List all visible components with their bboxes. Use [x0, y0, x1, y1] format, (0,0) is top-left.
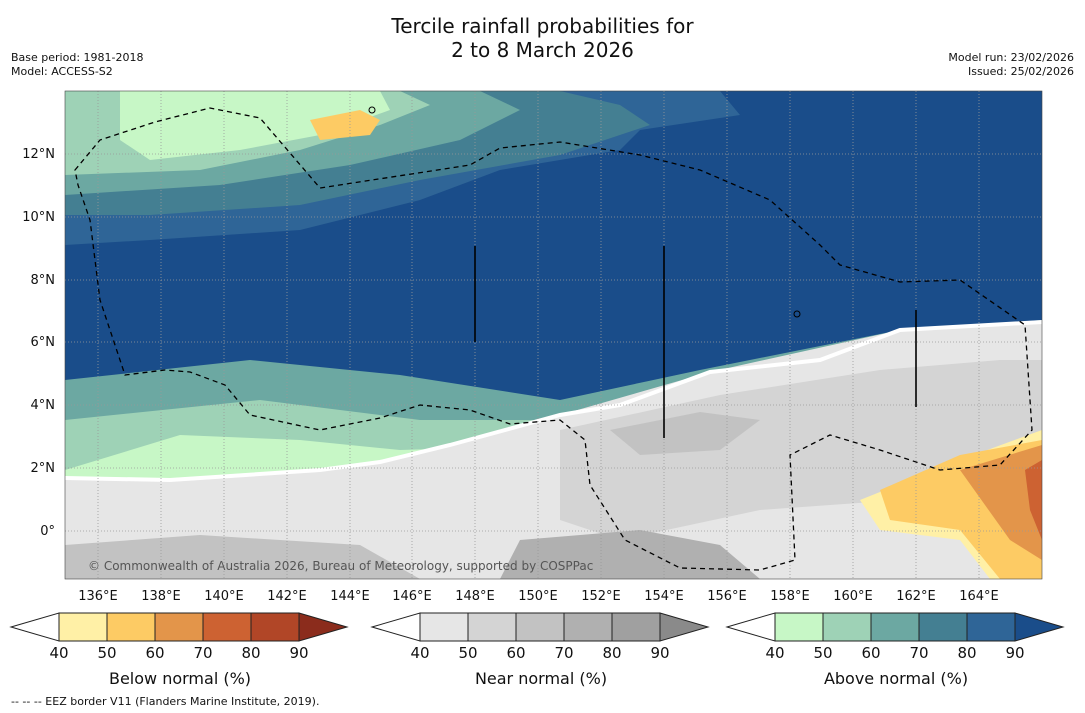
near-70-patch	[500, 530, 760, 579]
lon-label: 150°E	[518, 589, 558, 604]
lon-label: 154°E	[644, 589, 684, 604]
lon-label: 156°E	[707, 589, 747, 604]
colorbar-tick: 50	[97, 644, 117, 662]
below-50-patch-north	[310, 110, 380, 140]
model-name: Model: ACCESS-S2	[11, 65, 113, 78]
island-marker	[368, 106, 376, 114]
lat-label: 0°	[40, 524, 55, 539]
colorbar-cell	[467, 612, 517, 642]
colorbar-tick: 80	[602, 644, 622, 662]
colorbar-tick: 40	[410, 644, 430, 662]
below-60-region	[960, 445, 1042, 560]
model-run: Model run: 23/02/2026	[948, 51, 1074, 64]
colorbar-tick: 50	[813, 644, 833, 662]
lon-label: 148°E	[455, 589, 495, 604]
above-normal-label: Above normal (%)	[823, 669, 969, 688]
colorbar-max-arrow	[659, 612, 710, 642]
colorbar-tick: 70	[193, 644, 213, 662]
colorbar-min-arrow	[370, 612, 421, 642]
near-60-patch	[610, 412, 760, 455]
base-period: Base period: 1981-2018	[11, 51, 144, 64]
lat-label: 6°N	[31, 335, 56, 350]
tercile-boundary	[65, 320, 1042, 483]
colorbar-min-arrow	[9, 612, 60, 642]
below-normal-label: Below normal (%)	[108, 669, 252, 688]
colorbar-cell	[563, 612, 613, 642]
lon-label: 160°E	[833, 589, 873, 604]
colorbar-near	[370, 612, 710, 642]
map-title-line-2: 2 to 8 March 2026	[451, 38, 634, 62]
lon-label: 138°E	[141, 589, 181, 604]
colorbar-cell	[774, 612, 824, 642]
colorbar-max-arrow	[1014, 612, 1065, 642]
colorbar-tick: 80	[241, 644, 261, 662]
colorbar-cell	[966, 612, 1016, 642]
near-normal-label: Near normal (%)	[474, 669, 608, 688]
colorbar-max-arrow	[298, 612, 349, 642]
colorbar-tick: 60	[145, 644, 165, 662]
copyright-text: © Commonwealth of Australia 2026, Bureau…	[88, 559, 593, 573]
lat-label: 8°N	[31, 273, 56, 288]
colorbar-tick: 80	[957, 644, 977, 662]
colorbar-cell	[870, 612, 920, 642]
lon-label: 158°E	[770, 589, 810, 604]
lat-label: 10°N	[22, 210, 55, 225]
colorbar-above	[725, 612, 1065, 642]
colorbar-cell	[250, 612, 300, 642]
map-fill	[65, 91, 1042, 579]
colorbar-tick: 90	[1005, 644, 1025, 662]
lat-label: 12°N	[22, 147, 55, 162]
colorbar-cell	[918, 612, 968, 642]
colorbar-tick: 40	[765, 644, 785, 662]
near-60-south-west	[65, 535, 420, 579]
lon-label: 146°E	[392, 589, 432, 604]
colorbar-min-arrow	[725, 612, 776, 642]
above-40-band	[120, 91, 390, 160]
lon-label: 152°E	[581, 589, 621, 604]
colorbar-tick: 60	[506, 644, 526, 662]
colorbar-cell	[611, 612, 661, 642]
colorbar-cell	[58, 612, 108, 642]
below-70-region	[1025, 460, 1042, 540]
colorbar-cell	[202, 612, 252, 642]
lon-label: 162°E	[896, 589, 936, 604]
colorbar-tick: 40	[49, 644, 69, 662]
lat-label: 4°N	[31, 398, 56, 413]
island-marker	[793, 310, 801, 318]
colorbar-below	[9, 612, 349, 642]
lon-label: 142°E	[267, 589, 307, 604]
colorbar-cell	[419, 612, 469, 642]
meta-right: Model run: 23/02/2026 Issued: 25/02/2026	[948, 51, 1074, 79]
lat-label: 2°N	[31, 461, 56, 476]
colorbar-cell	[154, 612, 204, 642]
colorbar-tick: 70	[554, 644, 574, 662]
map-frame	[64, 90, 1043, 580]
lon-label: 136°E	[78, 589, 118, 604]
issued-date: Issued: 25/02/2026	[967, 65, 1074, 78]
colorbar-cell	[515, 612, 565, 642]
colorbar-cell	[106, 612, 156, 642]
meta-left: Base period: 1981-2018 Model: ACCESS-S2	[11, 51, 143, 79]
colorbar-tick: 50	[458, 644, 478, 662]
colorbar-tick: 90	[289, 644, 309, 662]
lon-label: 164°E	[959, 589, 999, 604]
colorbar-tick: 70	[909, 644, 929, 662]
lon-label: 140°E	[204, 589, 244, 604]
eez-border	[74, 107, 1033, 571]
colorbar-tick: 60	[861, 644, 881, 662]
eez-footnote: -- -- -- EEZ border V11 (Flanders Marine…	[11, 695, 320, 708]
colorbar-tick: 90	[650, 644, 670, 662]
map-title-line-1: Tercile rainfall probabilities for	[391, 14, 694, 38]
lon-label: 144°E	[330, 589, 370, 604]
colorbar-cell	[822, 612, 872, 642]
